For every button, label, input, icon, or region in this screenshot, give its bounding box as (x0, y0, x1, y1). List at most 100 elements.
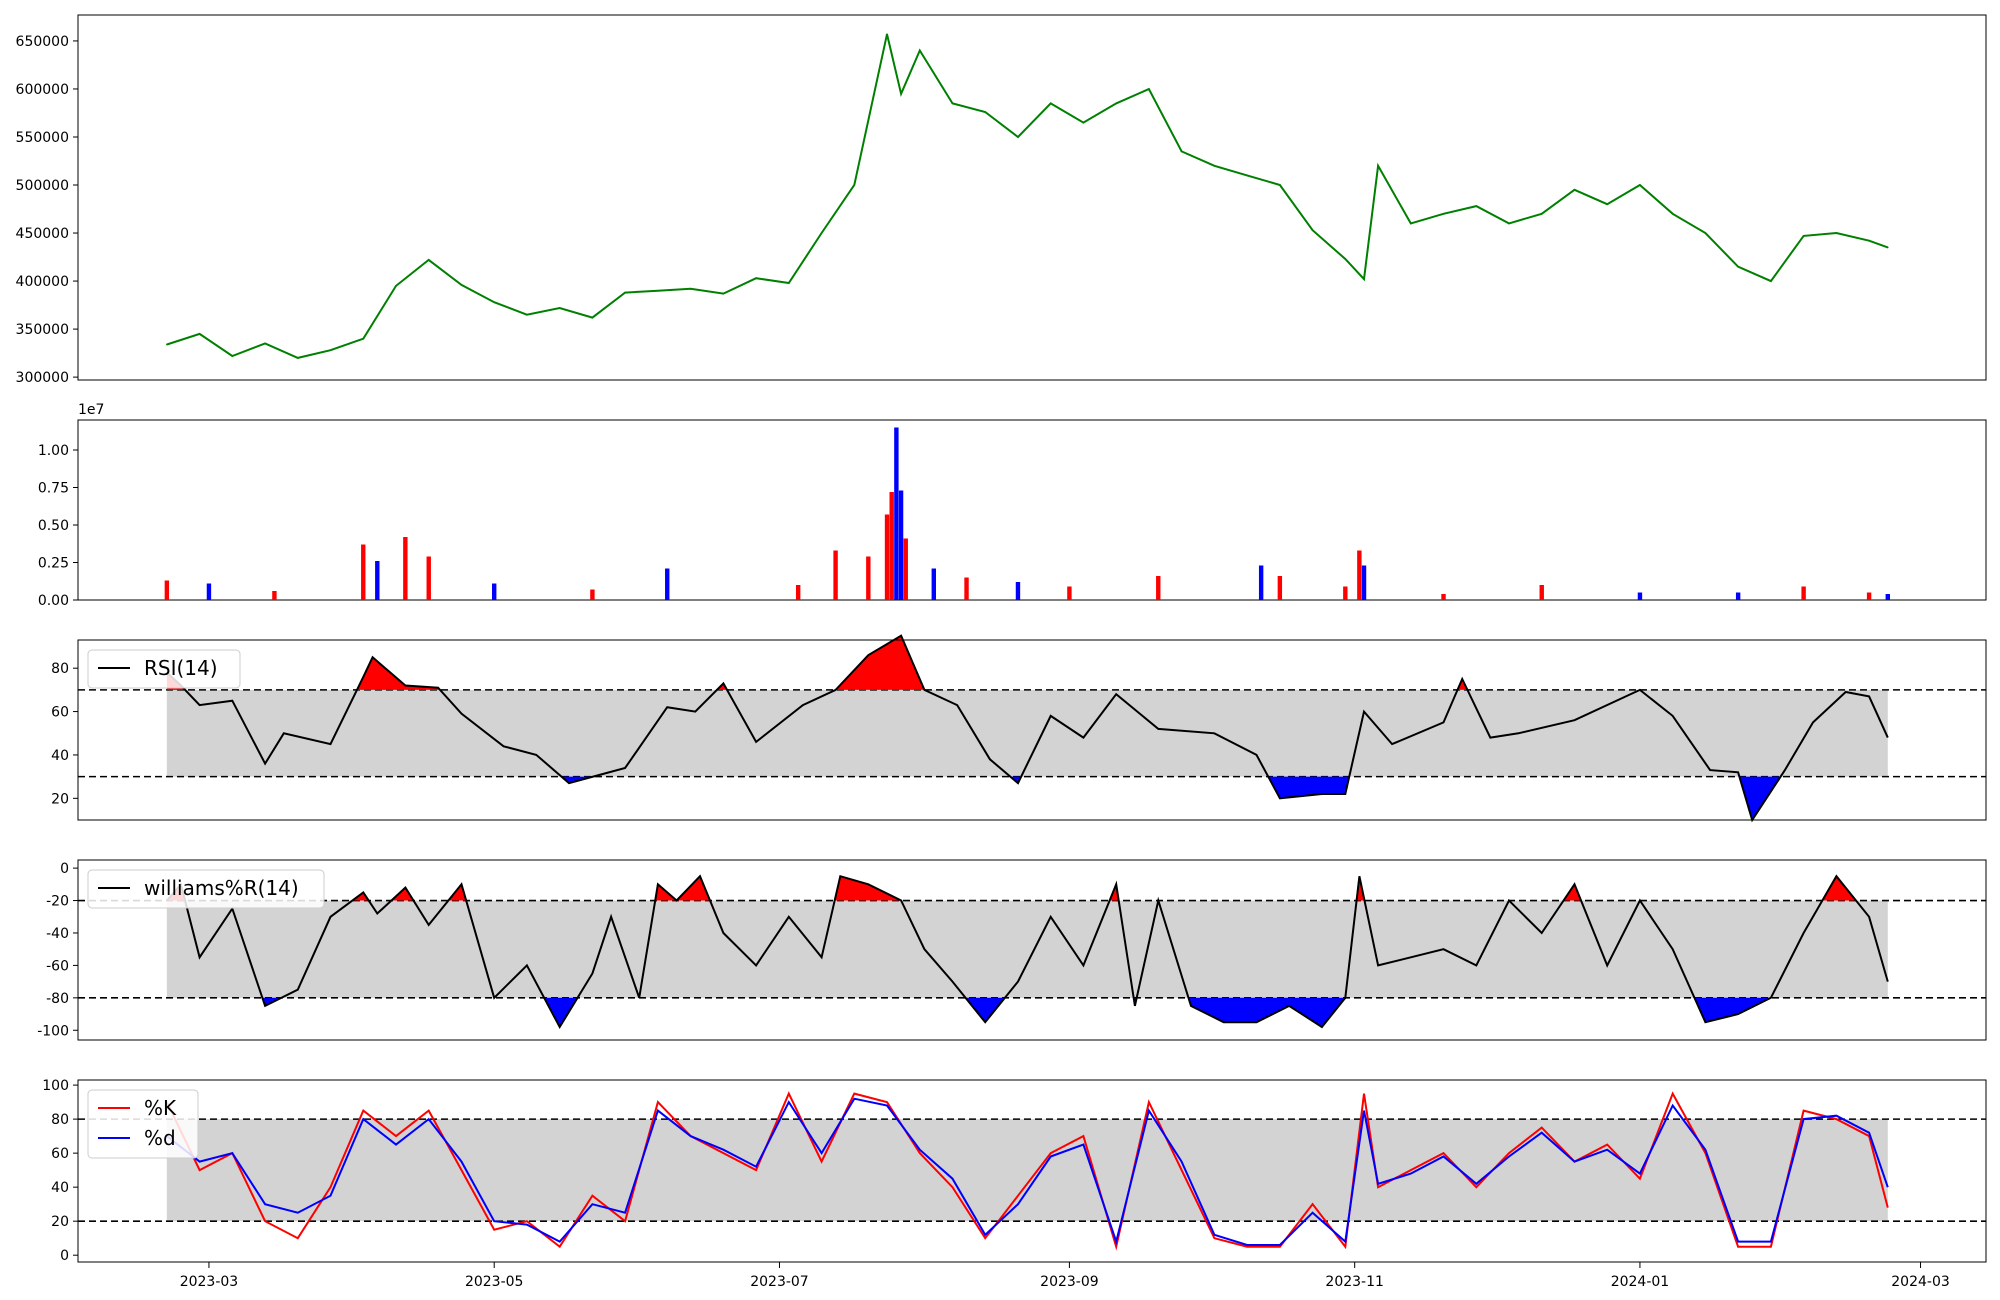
price-line (166, 33, 1889, 359)
price-point (820, 232, 823, 234)
y-tick-label: 40 (51, 748, 69, 764)
y-axis-2: 20 40 60 80 (51, 661, 78, 807)
price-point (1363, 278, 1365, 280)
y-tick-label: 20 (51, 1214, 69, 1230)
volume-bars (164, 427, 1890, 600)
price-point (1802, 235, 1805, 237)
y-axis-4: 0 20 40 60 80 100 (42, 1078, 78, 1264)
volume-bar (1277, 576, 1283, 600)
price-point (1540, 213, 1543, 215)
price-point (689, 287, 692, 290)
volume-bar (1258, 565, 1264, 600)
y-tick-label: 600000 (16, 82, 69, 98)
volume-bar (889, 492, 894, 600)
k-line (165, 1091, 1889, 1251)
volume-bar (1156, 576, 1161, 600)
overbought-fill (1457, 679, 1468, 690)
volume-bar (1637, 592, 1643, 600)
legend-3: williams%R(14) (87, 869, 325, 909)
y-tick-label: -100 (37, 1023, 69, 1039)
neutral-band (166, 900, 1888, 998)
volume-bar (1866, 592, 1872, 600)
volume-bar (1735, 592, 1741, 600)
y-tick-label: 0 (60, 861, 69, 877)
volume-bar (1357, 550, 1362, 600)
y-tick-label: 100 (42, 1078, 69, 1094)
y-tick-label: 450000 (16, 226, 69, 242)
volume-bar (898, 490, 904, 600)
price-point (198, 333, 201, 335)
stochastic-panel (78, 1091, 1986, 1251)
y-tick-label: 0 (60, 1248, 69, 1264)
legend-label: %d (144, 1126, 176, 1150)
y-tick-label: 80 (51, 1112, 69, 1128)
legend-label: RSI(14) (144, 656, 218, 680)
volume-bar (426, 556, 431, 600)
volume-bar (590, 589, 595, 600)
price-point (1311, 229, 1314, 231)
legend-box (87, 869, 325, 909)
legend-4: %K %d (87, 1089, 199, 1159)
price-point (1049, 102, 1052, 105)
volume-bar (1343, 586, 1348, 600)
overbought-fill (835, 635, 925, 690)
y-tick-label: 60 (51, 1146, 69, 1162)
volume-bar (403, 537, 408, 600)
price-point (886, 33, 888, 36)
price-point (1671, 213, 1674, 215)
overbought-fill (1822, 876, 1856, 901)
price-point (362, 337, 365, 340)
volume-bar (1361, 565, 1367, 600)
y-tick-label: -40 (46, 926, 69, 942)
overbought-fill (356, 657, 440, 690)
y-axis-1: 0.00 0.25 0.50 0.75 1.00 (38, 443, 78, 609)
oversold-fill (544, 997, 578, 1027)
price-point (1508, 222, 1510, 225)
price-point (788, 282, 790, 284)
price-point (460, 284, 463, 286)
legend-label: williams%R(14) (144, 876, 299, 900)
price-point (1770, 280, 1772, 282)
y-tick-label: 550000 (16, 130, 69, 146)
legend-2: RSI(14) (87, 649, 241, 689)
price-point (1180, 150, 1183, 153)
y-tick-label: 20 (51, 791, 69, 807)
rsi-panel (78, 634, 1986, 823)
price-point (722, 292, 725, 295)
volume-bar (1801, 586, 1806, 600)
price-point (1115, 102, 1117, 105)
x-tick-label: 2023-03 (180, 1274, 239, 1290)
price-point (900, 92, 902, 95)
price-point (329, 349, 332, 352)
price-point (1279, 184, 1281, 186)
x-tick-label: 2024-01 (1611, 1274, 1670, 1290)
price-point (1868, 239, 1870, 242)
y-tick-label: -60 (46, 958, 69, 974)
axes-frame-4 (77, 1079, 1987, 1263)
volume-bar (866, 556, 871, 600)
y-tick-label: 650000 (16, 34, 69, 50)
price-point (755, 277, 757, 279)
price-point (1606, 203, 1609, 206)
price-point (264, 342, 266, 345)
y-tick-label: 1.00 (38, 443, 69, 459)
volume-bar (492, 583, 497, 600)
price-point (657, 289, 659, 292)
price-point (1148, 88, 1150, 90)
price-point (427, 259, 430, 261)
x-tick-label: 2023-05 (465, 1274, 524, 1290)
oversold-fill (1268, 776, 1350, 799)
price-point (526, 313, 528, 316)
neutral-band (166, 1119, 1888, 1222)
legend-label: %K (144, 1096, 177, 1120)
price-point (1835, 232, 1838, 234)
y-tick-label: 0.25 (38, 556, 69, 572)
price-point (591, 316, 594, 319)
x-axis: 2023-03 2023-05 2023-07 2023-09 2023-11 2024-… (180, 1262, 1950, 1290)
price-point (231, 355, 234, 357)
y-tick-label: 60 (51, 705, 69, 721)
volume-bar (361, 544, 366, 600)
volume-bar (375, 561, 380, 600)
axes-frame-0 (77, 14, 1987, 381)
overbought-fill (391, 887, 414, 901)
